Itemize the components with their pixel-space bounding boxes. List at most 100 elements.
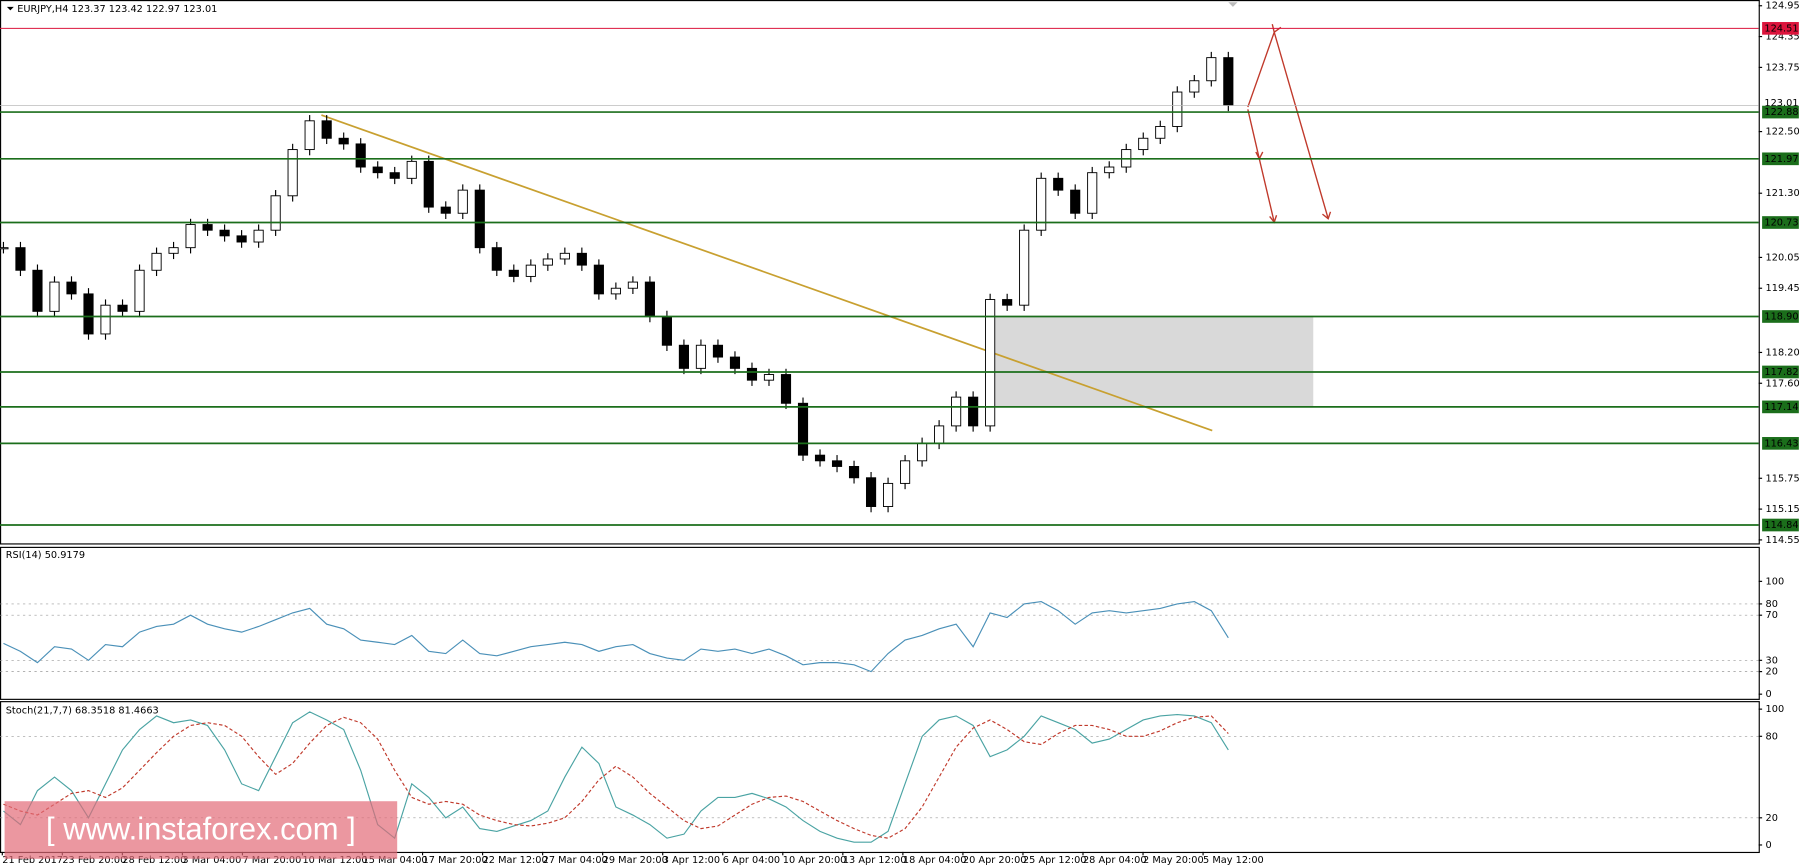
x-tick-label: 10 Apr 20:00 — [783, 855, 847, 866]
x-tick-label: 6 Apr 04:00 — [723, 855, 780, 866]
candle-body — [644, 281, 655, 317]
rsi-last: 50.9179 — [45, 550, 85, 561]
candle-body — [219, 229, 230, 237]
y-tick-label: 124.95 — [1766, 1, 1800, 12]
candle-body — [746, 367, 758, 381]
candle-body — [831, 460, 843, 467]
candle-body — [440, 206, 451, 214]
candle-body — [100, 304, 111, 335]
open: 123.37 — [72, 4, 106, 15]
candle-body — [1189, 80, 1200, 93]
level-tag — [1762, 310, 1799, 323]
candle-body — [508, 269, 519, 277]
level-tag — [1762, 216, 1799, 229]
candle-body — [168, 247, 179, 254]
candle-body — [865, 477, 877, 507]
candle-body — [542, 258, 553, 266]
candle-body — [525, 264, 536, 277]
x-tick-label: 23 Feb 20:00 — [62, 855, 126, 866]
header-text: EURJPY,H4 123.37 123.42 122.97 123.01 — [17, 4, 217, 15]
candle-body — [1155, 125, 1166, 139]
candle-body — [1206, 57, 1217, 82]
y-tick-label: 120.05 — [1766, 252, 1800, 263]
level-label: 118.90 — [1764, 311, 1798, 322]
indicator-line — [3, 715, 1229, 839]
candle-body — [474, 189, 485, 249]
rsi-title: RSI(14) 50.9179 — [6, 550, 85, 561]
stoch-signal-last: 81.4663 — [118, 705, 158, 716]
trend-line — [321, 114, 1213, 432]
candle-body — [406, 160, 417, 179]
candle-body — [338, 137, 349, 145]
y-tick-label: 124.35 — [1766, 32, 1800, 43]
close: 123.01 — [183, 4, 217, 15]
candle-body — [797, 402, 809, 456]
y-tick-label: 0 — [1766, 689, 1772, 700]
y-tick-label: 117.60 — [1766, 378, 1800, 389]
x-tick-label: 13 Apr 12:00 — [843, 855, 907, 866]
candle-body — [32, 269, 43, 312]
level-tag — [1762, 22, 1799, 35]
candle-body — [1172, 91, 1183, 127]
y-tick-label: 121.30 — [1766, 188, 1800, 199]
y-tick-label: 100 — [1766, 576, 1785, 587]
y-tick-label: 118.20 — [1766, 347, 1800, 358]
candle-body — [729, 356, 741, 369]
indicator-line — [3, 711, 1229, 843]
candle-body — [900, 460, 911, 484]
x-tick-label: 27 Mar 04:00 — [543, 855, 608, 866]
candle-body — [66, 281, 77, 295]
candle-body — [883, 482, 894, 507]
candle-body — [951, 396, 962, 427]
level-label: 122.88 — [1764, 107, 1798, 118]
candle-body — [134, 269, 145, 312]
candle-body — [712, 344, 724, 358]
candle-body — [763, 374, 775, 381]
x-tick-label: 18 Apr 04:00 — [903, 855, 967, 866]
candle-body — [985, 299, 996, 427]
candle-body — [491, 247, 502, 271]
candle-body — [780, 374, 792, 404]
rsi-name: RSI(14) — [6, 550, 42, 561]
x-tick-label: 29 Mar 20:00 — [603, 855, 668, 866]
level-label: 117.14 — [1764, 402, 1798, 413]
level-label: 121.97 — [1764, 154, 1798, 165]
watermark: [ www.instaforex.com ] — [46, 811, 356, 846]
candle-body — [678, 344, 690, 369]
current-price-label: 123.01 — [1764, 98, 1798, 109]
indicator-line — [3, 601, 1229, 673]
candle-body — [185, 224, 196, 249]
x-tick-label: 5 May 12:00 — [1203, 855, 1264, 866]
rsi-panel — [0, 546, 1760, 700]
candle-body — [423, 160, 434, 208]
x-tick-label: 10 Mar 12:00 — [302, 855, 367, 866]
x-tick-label: 21 Feb 2017 — [2, 855, 63, 866]
candle-body — [0, 247, 9, 250]
x-tick-label: 28 Apr 04:00 — [1083, 855, 1147, 866]
candle-body — [610, 287, 621, 295]
x-tick-label: 3 Mar 04:00 — [182, 855, 241, 866]
y-tick-label: 20 — [1766, 813, 1778, 824]
candle-body — [1070, 189, 1081, 214]
y-tick-label: 80 — [1766, 731, 1778, 742]
candle-body — [1002, 299, 1013, 306]
candle-body — [15, 247, 26, 271]
header: EURJPY,H4 123.37 123.42 122.97 123.01 — [6, 4, 217, 15]
y-tick-label: 30 — [1766, 655, 1778, 666]
candle-body — [1087, 172, 1098, 214]
y-tick-label: 122.50 — [1766, 127, 1800, 138]
y-tick-label: 80 — [1766, 599, 1778, 610]
candle-body — [1104, 166, 1115, 174]
zone-box — [987, 316, 1314, 408]
level-tag — [1762, 152, 1799, 166]
level-tag — [1762, 518, 1799, 532]
candle-body — [814, 454, 826, 462]
level-tag — [1762, 105, 1799, 119]
main-panel — [0, 0, 1760, 545]
candle-body — [934, 425, 945, 444]
candle-body — [372, 166, 383, 174]
x-tick-label: 25 Apr 12:00 — [1023, 855, 1087, 866]
level-tag — [1762, 437, 1799, 450]
